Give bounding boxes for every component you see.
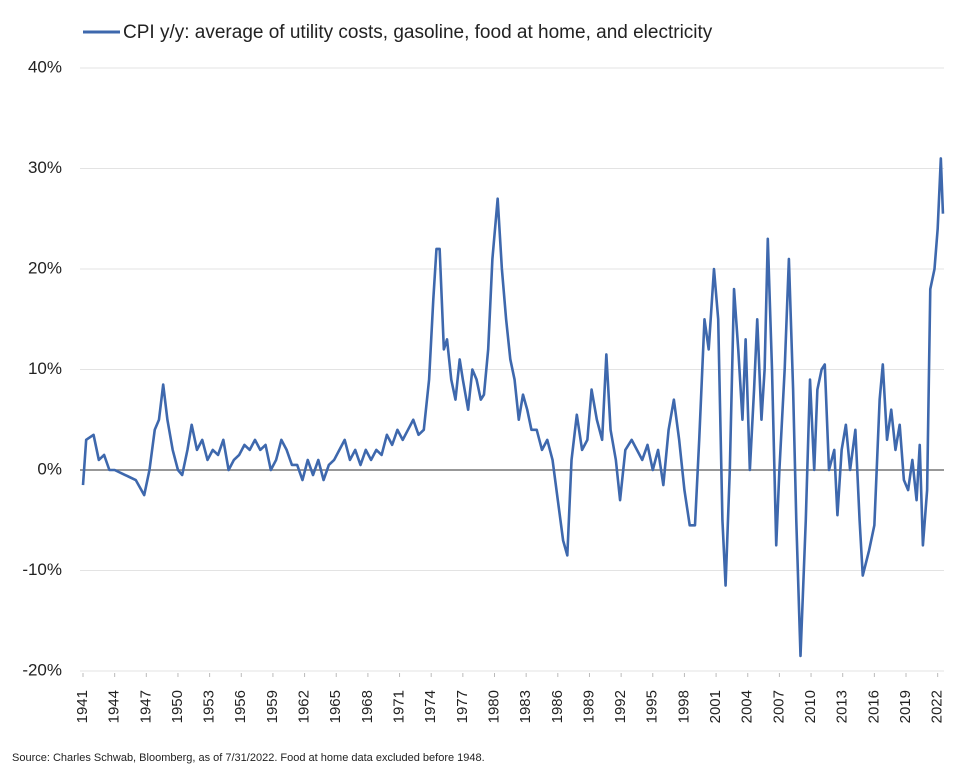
x-tick-label: 1950	[169, 690, 186, 723]
x-tick-label: 2010	[802, 690, 819, 723]
x-tick-label: 1992	[612, 690, 629, 723]
x-tick-label: 1968	[359, 690, 376, 723]
x-tick-label: 1959	[264, 690, 281, 723]
x-tick-label: 1947	[137, 690, 154, 723]
x-tick-label: 2001	[707, 690, 724, 723]
y-tick-label: 40%	[28, 57, 62, 76]
x-tick-label: 1986	[549, 690, 566, 723]
y-tick-label: 10%	[28, 359, 62, 378]
source-note: Source: Charles Schwab, Bloomberg, as of…	[12, 752, 485, 764]
x-tick-label: 1962	[296, 690, 313, 723]
x-tick-label: 1977	[454, 690, 471, 723]
y-tick-label: -10%	[22, 560, 62, 579]
x-tick-label: 1944	[106, 690, 123, 723]
x-tick-label: 1983	[517, 690, 534, 723]
x-tick-label: 1974	[422, 690, 439, 723]
x-tick-label: 2007	[770, 690, 787, 723]
x-tick-label: 1998	[675, 690, 692, 723]
x-tick-label: 2016	[865, 690, 882, 723]
x-tick-label: 1941	[74, 690, 91, 723]
y-tick-label: -20%	[22, 660, 62, 679]
y-tick-label: 0%	[37, 459, 62, 478]
y-tick-label: 30%	[28, 158, 62, 177]
x-tick-label: 2019	[897, 690, 914, 723]
x-tick-label: 1995	[644, 690, 661, 723]
x-tick-label: 1980	[485, 690, 502, 723]
x-tick-label: 2022	[929, 690, 946, 723]
data-line	[81, 157, 945, 658]
x-tick-label: 2004	[739, 690, 756, 723]
y-tick-label: 20%	[28, 258, 62, 277]
x-tick-label: 1971	[391, 690, 408, 723]
x-tick-label: 1965	[327, 690, 344, 723]
x-tick-label: 2013	[834, 690, 851, 723]
x-tick-label: 1956	[232, 690, 249, 723]
legend-label: CPI y/y: average of utility costs, gasol…	[123, 22, 713, 43]
x-tick-label: 1989	[580, 690, 597, 723]
x-tick-label: 1953	[201, 690, 218, 723]
